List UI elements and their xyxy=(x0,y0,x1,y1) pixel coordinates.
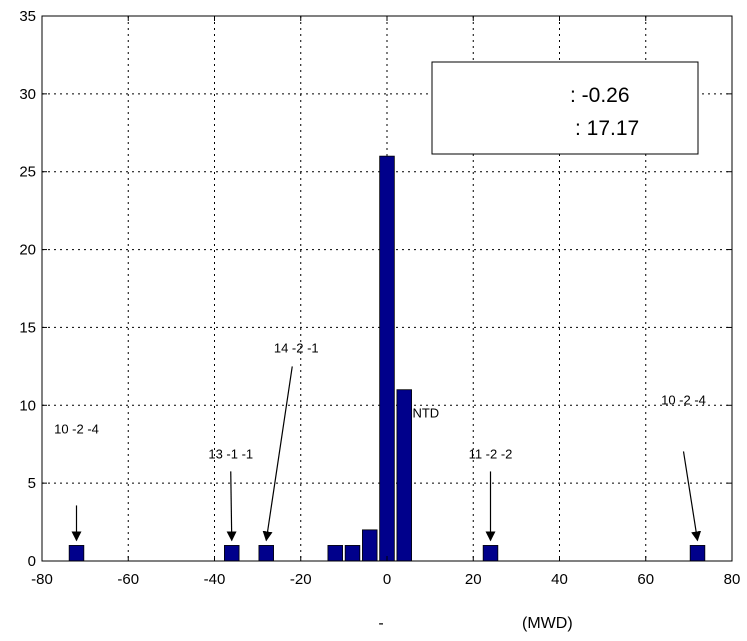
x-tick-label: -80 xyxy=(31,571,53,588)
y-tick-label: 15 xyxy=(19,319,36,336)
bar xyxy=(362,529,378,562)
x-tick-label: 20 xyxy=(465,571,482,588)
x-tick-label: 80 xyxy=(724,571,741,588)
x-tick-label: 40 xyxy=(551,571,568,588)
bar xyxy=(396,389,412,562)
stats-mean: : -0.26 xyxy=(570,84,630,107)
y-tick-label: 0 xyxy=(28,553,36,570)
bar xyxy=(482,545,499,562)
x-tick-label: -60 xyxy=(117,571,139,588)
annotation-arrow xyxy=(262,366,293,542)
x-axis-unit-label: (MWD) xyxy=(522,615,573,632)
bar xyxy=(344,545,361,562)
bar xyxy=(68,545,85,562)
annotation-arrow xyxy=(682,451,702,542)
x-axis-label: - xyxy=(378,615,383,632)
x-tick-label: 60 xyxy=(637,571,654,588)
annotation-label: 11 -2 -2 xyxy=(469,446,513,461)
bar xyxy=(379,155,395,562)
x-tick-label: 0 xyxy=(383,571,391,588)
stats-std: : 17.17 xyxy=(575,117,639,140)
bar xyxy=(258,545,274,562)
annotation-label: 13 -1 -1 xyxy=(208,446,253,461)
y-tick-label: 5 xyxy=(28,475,36,492)
annotation-label: 10 -2 -4 xyxy=(54,421,99,436)
annotation-arrow xyxy=(226,471,237,542)
x-tick-label: -40 xyxy=(204,571,226,588)
stats-box: : -0.26 : 17.17 xyxy=(431,61,699,155)
bar xyxy=(689,545,706,562)
axis-ticks: -80 -60 -40 -20 0 20 40 60 80 0 5 10 15 20 25 30 35 xyxy=(19,8,740,588)
y-tick-label: 10 xyxy=(19,397,36,414)
y-tick-label: 30 xyxy=(19,86,36,103)
y-tick-label: 35 xyxy=(19,8,36,25)
annotations: 10 -2 -4 13 -1 -1 14 -2 -1 11 -2 -2 10 -2 -4… xyxy=(54,340,706,542)
bars xyxy=(68,155,706,562)
y-tick-label: 20 xyxy=(19,242,36,259)
x-tick-label: -20 xyxy=(290,571,312,588)
stats-box-frame xyxy=(431,61,699,155)
y-tick-label: 25 xyxy=(19,164,36,181)
annotation-label: NTD xyxy=(412,406,439,421)
bar xyxy=(224,545,240,562)
bar xyxy=(327,545,343,562)
annotation-label: 10 -2 -4 xyxy=(661,392,706,407)
annotation-label: 14 -2 -1 xyxy=(274,340,319,355)
